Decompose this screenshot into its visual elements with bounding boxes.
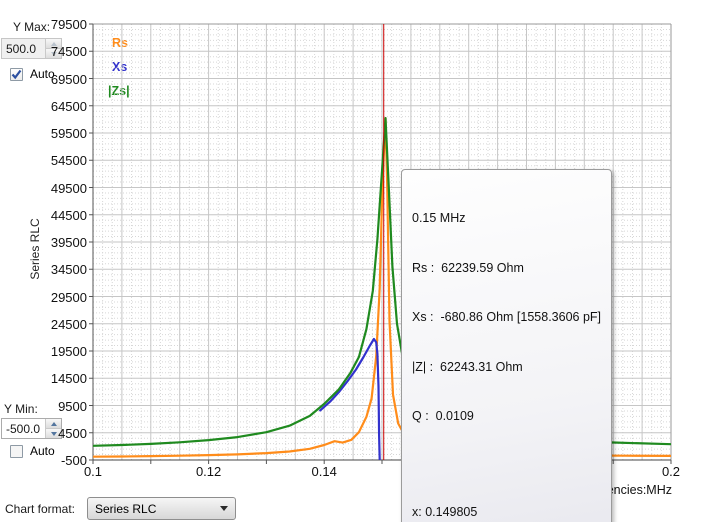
legend-item-xs: Xs (112, 60, 128, 74)
y-min-value: -500.0 (6, 422, 41, 436)
y-tick-label: 29500 (50, 289, 87, 305)
y-min-auto-row: Auto (10, 444, 55, 458)
y-tick-label: 19500 (50, 344, 87, 359)
down-arrow-icon (50, 431, 57, 436)
y-tick-label: 9500 (58, 398, 87, 414)
y-tick-label: 79500 (50, 17, 87, 32)
y-max-auto-checkbox[interactable] (10, 67, 23, 81)
up-arrow-icon (50, 421, 57, 426)
checkmark-icon (11, 69, 22, 79)
x-tick-label: 0.1 (83, 464, 103, 479)
tooltip-frequency: 0.15 MHz (412, 211, 466, 225)
chart-format-label: Chart format: (5, 502, 76, 516)
y-max-input[interactable]: 500.0 (1, 38, 62, 59)
x-tick-label: 0.14 (311, 464, 337, 479)
tooltip-gap (412, 458, 601, 471)
down-arrow-icon (50, 51, 57, 56)
y-max-value: 500.0 (6, 42, 37, 56)
y-tick-label: 49500 (50, 180, 87, 196)
y-min-spinner[interactable] (45, 419, 61, 438)
y-tick-label: 34500 (50, 262, 87, 278)
y-tick-label: 14500 (50, 371, 87, 387)
y-min-auto-label: Auto (30, 444, 55, 458)
x-tick-label: 0.12 (195, 464, 222, 479)
y-tick-label: 4500 (58, 425, 87, 441)
y-tick-label: 54500 (50, 153, 87, 169)
y-tick-label: 39500 (50, 235, 87, 250)
y-min-label: Y Min: (4, 402, 38, 416)
y-max-spinner[interactable] (45, 39, 61, 58)
x-tick-label: 0.2 (661, 464, 681, 479)
legend-item-rs: Rs (112, 36, 128, 50)
up-arrow-icon (50, 41, 57, 46)
tooltip-cursor-x: x: 0.149805 (412, 504, 478, 519)
y-max-spin-down-button[interactable] (46, 49, 61, 58)
y-min-spin-up-button[interactable] (46, 419, 61, 429)
y-max-label: Y Max: (13, 20, 51, 34)
y-min-auto-checkbox[interactable] (10, 444, 23, 458)
tooltip-z: |Z| : 62243.31 Ohm (412, 359, 523, 374)
chevron-down-icon (220, 506, 228, 511)
chart-format-select[interactable]: Series RLC (87, 497, 236, 520)
y-tick-label: 64500 (50, 98, 87, 114)
y-tick-label: 44500 (50, 207, 87, 223)
tooltip-xs: Xs : -680.86 Ohm [1558.3606 pF] (412, 310, 602, 324)
y-max-spin-up-button[interactable] (46, 39, 61, 49)
y-min-spin-down-button[interactable] (46, 429, 61, 438)
chart-format-value: Series RLC (95, 501, 157, 516)
tooltip-rs: Rs : 62239.59 Ohm (412, 260, 524, 275)
y-tick-label: 74500 (50, 44, 87, 60)
tooltip-q: Q : 0.0109 (412, 409, 474, 423)
y-tick-label: 59500 (50, 126, 87, 141)
y-tick-label: -500 (60, 453, 87, 468)
y-min-input[interactable]: -500.0 (1, 418, 62, 439)
y-max-auto-label: Auto (30, 67, 55, 81)
y-tick-label: 24500 (50, 316, 87, 332)
data-tooltip: 0.15 MHz Rs : 62239.59 Ohm Xs : -680.86 … (401, 169, 613, 522)
y-max-auto-row: Auto (10, 67, 55, 81)
y-tick-label: 69500 (50, 71, 87, 87)
